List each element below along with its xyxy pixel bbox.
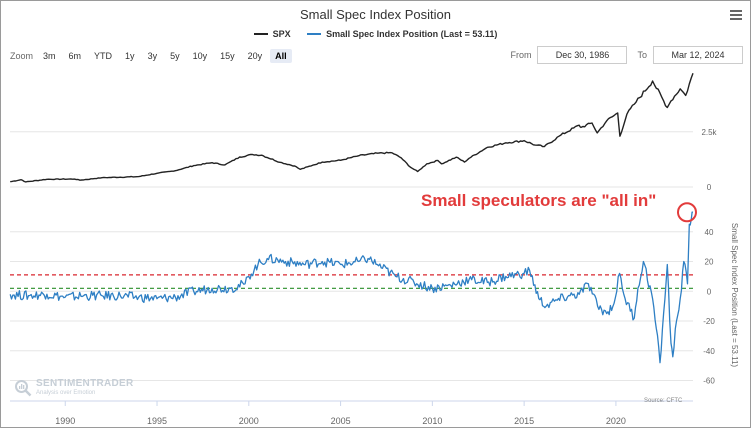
x-tick-label: 2010 <box>422 416 442 426</box>
x-tick-label: 2005 <box>331 416 351 426</box>
legend-swatch-small-spec <box>307 33 322 35</box>
from-label: From <box>510 50 532 60</box>
zoom-button-ytd[interactable]: YTD <box>94 51 113 61</box>
zoom-button-3m[interactable]: 3m <box>43 51 56 61</box>
from-date-input[interactable]: Dec 30, 1986 <box>537 46 628 64</box>
legend: SPX Small Spec Index Position (Last = 53… <box>0 27 751 39</box>
zoom-button-5y[interactable]: 5y <box>170 51 180 61</box>
legend-label-spx: SPX <box>272 29 291 39</box>
annotation-text: Small speculators are "all in" <box>421 191 657 210</box>
y-tick-label: 0 <box>707 183 712 192</box>
chart-title: Small Spec Index Position <box>299 7 452 22</box>
right-axis-title: Small Spec Index Position (Last = 53.11) <box>730 223 739 367</box>
legend-item-spx[interactable]: SPX <box>253 29 291 39</box>
zoom-button-all[interactable]: All <box>270 49 292 63</box>
y-tick-label: -40 <box>703 347 715 356</box>
date-range-selector: From Dec 30, 1986 To Mar 12, 2024 <box>500 46 743 64</box>
zoom-button-1y[interactable]: 1y <box>125 51 135 61</box>
hamburger-menu-icon[interactable] <box>730 10 742 20</box>
zoom-button-10y[interactable]: 10y <box>192 51 208 61</box>
magnifier-logo-icon <box>15 380 32 397</box>
y-tick-label: -20 <box>703 317 715 326</box>
y-tick-label: 20 <box>705 258 714 267</box>
y-tick-label: 2.5k <box>701 128 717 137</box>
y-tick-label: 40 <box>705 228 714 237</box>
sentimentrader-logo: SENTIMENTRADER Analysis over Emotion <box>14 379 134 397</box>
brand-name: SENTIMENTRADER <box>36 378 134 389</box>
brand-tagline: Analysis over Emotion <box>36 390 96 396</box>
source-note: Source: CFTC <box>644 398 683 404</box>
zoom-button-20y[interactable]: 20y <box>247 51 263 61</box>
zoom-button-6m[interactable]: 6m <box>68 51 82 61</box>
x-tick-label: 2015 <box>514 416 534 426</box>
y-tick-label: -60 <box>703 377 715 386</box>
legend-swatch-spx <box>253 33 268 35</box>
highlight-circle <box>677 202 697 223</box>
zoom-label: Zoom <box>10 51 34 61</box>
zoom-controls: Zoom 3m 6m YTD 1y 3y 5y 10y 15y 20y All <box>10 49 295 63</box>
zoom-button-15y[interactable]: 15y <box>220 51 235 61</box>
x-tick-label: 2000 <box>239 416 259 426</box>
series-line-spx <box>10 73 694 183</box>
legend-label-small-spec: Small Spec Index Position (Last = 53.11) <box>326 29 498 39</box>
series-line-small-spec <box>9 211 694 364</box>
x-tick-label: 1995 <box>147 416 167 426</box>
to-label: To <box>637 50 647 60</box>
y-tick-label: 0 <box>707 287 712 296</box>
x-tick-label: 1990 <box>55 416 75 426</box>
legend-item-small-spec[interactable]: Small Spec Index Position (Last = 53.11) <box>307 29 497 39</box>
to-date-input[interactable]: Mar 12, 2024 <box>653 46 743 64</box>
x-tick-label: 2020 <box>606 416 626 426</box>
zoom-button-3y[interactable]: 3y <box>147 51 158 61</box>
